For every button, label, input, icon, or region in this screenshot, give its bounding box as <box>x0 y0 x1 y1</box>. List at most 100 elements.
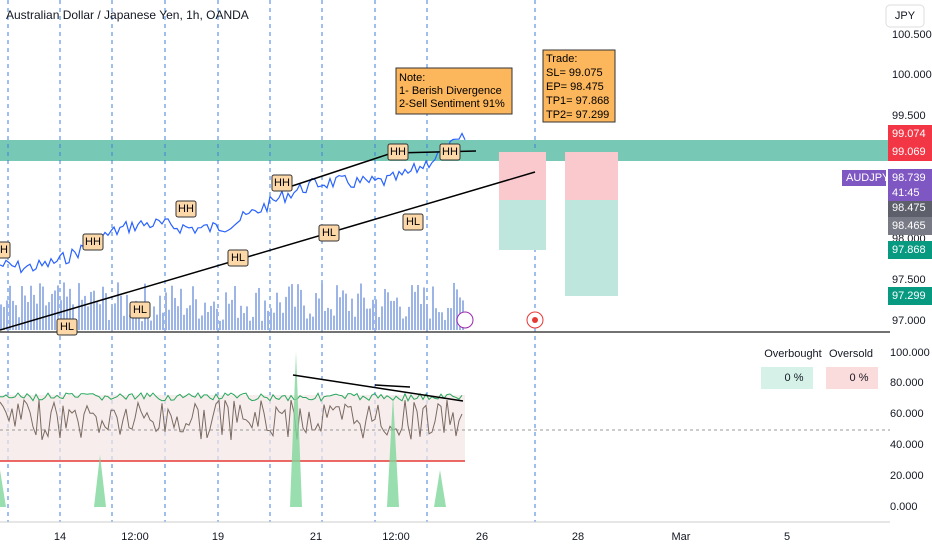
volume-bar <box>93 290 95 330</box>
volume-bar <box>369 308 371 330</box>
osc-spike <box>387 395 399 507</box>
marker-label: HL <box>133 304 147 316</box>
price-tick-label: 100.000 <box>892 69 932 81</box>
volume-bar <box>258 287 260 330</box>
osc-tick-label: 80.000 <box>890 377 924 389</box>
price-tick-label: 100.500 <box>892 29 932 41</box>
note-line: 1- Berish Divergence <box>399 85 502 97</box>
volume-bar <box>174 298 176 330</box>
currency-button[interactable] <box>885 4 925 28</box>
marker-box <box>56 318 78 336</box>
volume-bar <box>441 312 443 330</box>
marker-box <box>402 213 424 231</box>
volume-bar <box>426 304 428 330</box>
volume-bar <box>297 284 299 330</box>
trade-line: EP= 98.475 <box>546 81 604 93</box>
volume-bar <box>105 293 107 330</box>
volume-bar <box>318 298 320 330</box>
volume-bar <box>162 312 164 330</box>
volume-bar <box>210 305 212 330</box>
volume-bar <box>387 292 389 330</box>
trade-line: SL= 99.075 <box>546 67 603 79</box>
price-tag: 97.868 <box>892 244 926 256</box>
volume-bar <box>3 306 5 330</box>
osc-value: 0 % <box>785 372 804 384</box>
volume-bar <box>381 306 383 330</box>
trade-line: Trade: <box>546 53 577 65</box>
volume-bar <box>252 316 254 330</box>
volume-bar <box>279 302 281 330</box>
volume-bar <box>111 307 113 330</box>
volume-bar <box>159 295 161 330</box>
volume-bar <box>360 283 362 330</box>
marker-box <box>387 143 409 161</box>
volume-bar <box>402 318 404 330</box>
volume-bar <box>351 298 353 330</box>
volume-bar <box>396 297 398 330</box>
osc-tick-label: 20.000 <box>890 470 924 482</box>
volume-bar <box>57 285 59 330</box>
volume-bar <box>102 286 104 330</box>
marker-box <box>271 174 293 192</box>
volume-bar <box>222 319 224 330</box>
time-tick-label: 21 <box>310 531 322 543</box>
volume-bar <box>198 318 200 330</box>
time-tick-label: 28 <box>572 531 584 543</box>
volume-bar <box>129 315 131 330</box>
volume-bar <box>321 283 323 330</box>
marker-label: HH <box>274 177 290 189</box>
stop-zone <box>565 152 618 200</box>
volume-bar <box>423 287 425 330</box>
symbol-tag: AUDJPY <box>846 172 890 184</box>
volume-bar <box>192 286 194 330</box>
currency: JPY <box>895 10 916 22</box>
volume-bar <box>237 317 239 330</box>
volume-bar <box>72 304 74 330</box>
volume-bar <box>99 304 101 330</box>
volume-bar <box>282 312 284 330</box>
time-tick-label: 14 <box>54 531 66 543</box>
alert-icon[interactable] <box>456 311 474 329</box>
volume-bar <box>63 282 65 330</box>
volume-bar <box>342 290 344 330</box>
time-tick-label: Mar <box>672 531 691 543</box>
volume-bar <box>123 315 125 330</box>
time-tick-label: 12:00 <box>382 531 410 543</box>
volume-bar <box>246 306 248 330</box>
volume-bar <box>132 313 134 330</box>
volume-bar <box>108 319 110 330</box>
volume-bar <box>219 320 221 330</box>
volume-bar <box>273 312 275 330</box>
volume-bar <box>153 306 155 330</box>
volume-bar <box>39 283 41 330</box>
volume-bar <box>261 320 263 330</box>
volume-bar <box>138 309 140 330</box>
marker-box <box>129 301 151 319</box>
volume-bar <box>333 315 335 330</box>
volume-bar <box>171 285 173 330</box>
volume-bar <box>33 294 35 330</box>
volume-bar <box>384 288 386 330</box>
price-tag: 99.069 <box>892 146 926 158</box>
marker-label: HH <box>390 146 406 158</box>
volume-bar <box>456 289 458 330</box>
volume-bar <box>267 310 269 330</box>
volume-bar <box>312 316 314 330</box>
osc-band <box>0 395 465 461</box>
volume-bar <box>450 308 452 330</box>
volume-bar <box>285 296 287 330</box>
marker-label: HH <box>85 236 101 248</box>
osc-tick-label: 100.000 <box>890 347 930 359</box>
price-tick-label: 99.500 <box>892 110 926 122</box>
osc-legend: Overbought <box>764 348 821 360</box>
volume-bar <box>414 291 416 330</box>
volume-bar <box>249 320 251 330</box>
volume-bar <box>186 308 188 330</box>
volume-bar <box>12 300 14 330</box>
osc-legend: Oversold <box>829 348 873 360</box>
volume-bar <box>120 295 122 330</box>
volume-bar <box>264 300 266 330</box>
volume-bar <box>243 313 245 330</box>
osc-line <box>0 398 463 440</box>
